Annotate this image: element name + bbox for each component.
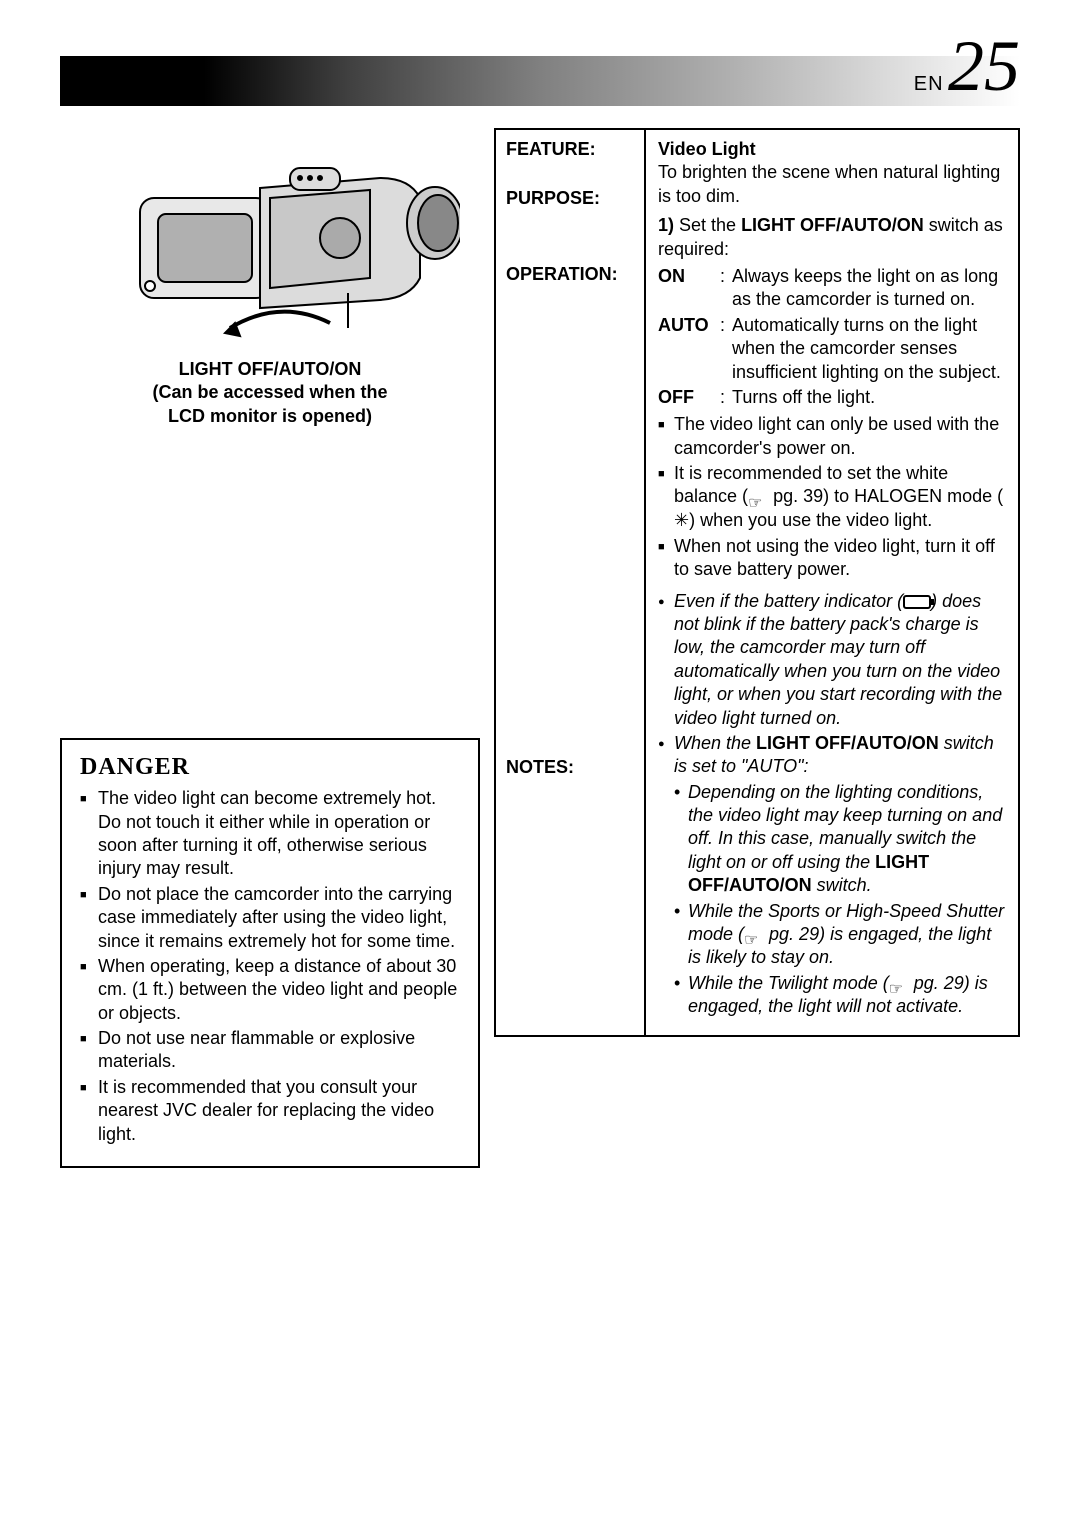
note-subitem: While the Sports or High-Speed Shutter m…: [674, 900, 1006, 970]
switch-auto-key: AUTO: [658, 314, 720, 384]
caption-line1: LIGHT OFF/AUTO/ON: [60, 358, 480, 381]
label-column: FEATURE: PURPOSE: OPERATION: NOTES:: [496, 130, 646, 1035]
page-num: 25: [948, 26, 1020, 106]
switch-on-val: Always keeps the light on as long as the…: [732, 265, 1006, 312]
op-bullet: It is recommended to set the white balan…: [658, 462, 1006, 533]
label-notes: NOTES:: [506, 756, 634, 779]
battery-icon: [903, 595, 931, 609]
reference-icon: [889, 977, 909, 991]
notes-sublist: Depending on the lighting conditions, th…: [674, 781, 1006, 1019]
page-number: EN 25: [914, 30, 1020, 102]
note-subitem: Depending on the lighting conditions, th…: [674, 781, 1006, 898]
operation-bullets: The video light can only be used with th…: [658, 413, 1006, 581]
operation-step: 1) Set the LIGHT OFF/AUTO/ON switch as r…: [658, 214, 1006, 261]
danger-item: Do not use near flammable or explosive m…: [80, 1027, 460, 1074]
danger-item: It is recommended that you consult your …: [80, 1076, 460, 1146]
label-operation: OPERATION:: [506, 263, 634, 286]
right-column: FEATURE: PURPOSE: OPERATION: NOTES: Vide…: [494, 128, 1020, 1037]
op-bullet: The video light can only be used with th…: [658, 413, 1006, 460]
illustration-caption: LIGHT OFF/AUTO/ON (Can be accessed when …: [60, 358, 480, 428]
purpose-value: To brighten the scene when natural light…: [658, 161, 1006, 208]
switch-table: ON : Always keeps the light on as long a…: [658, 265, 1006, 409]
caption-line3: LCD monitor is opened): [60, 405, 480, 428]
note-item: When the LIGHT OFF/AUTO/ON switch is set…: [658, 732, 1006, 1019]
danger-item: Do not place the camcorder into the carr…: [80, 883, 460, 953]
danger-item: When operating, keep a distance of about…: [80, 955, 460, 1025]
danger-title: DANGER: [80, 754, 460, 781]
label-purpose: PURPOSE:: [506, 187, 634, 210]
page-lang: EN: [914, 73, 944, 95]
danger-item: The video light can become extremely hot…: [80, 787, 460, 881]
header-gradient-bar: [60, 56, 1020, 106]
switch-auto-val: Automatically turns on the light when th…: [732, 314, 1006, 384]
feature-value: Video Light: [658, 138, 1006, 161]
danger-list: The video light can become extremely hot…: [80, 787, 460, 1146]
label-feature: FEATURE:: [506, 138, 634, 161]
reference-icon: [748, 491, 768, 505]
switch-on-key: ON: [658, 265, 720, 312]
camcorder-illustration: [80, 128, 460, 348]
note-subitem: While the Twilight mode ( pg. 29) is eng…: [674, 972, 1006, 1019]
switch-off-key: OFF: [658, 386, 720, 409]
op-bullet: When not using the video light, turn it …: [658, 535, 1006, 582]
danger-box: DANGER The video light can become extrem…: [60, 738, 480, 1168]
notes-list: Even if the battery indicator () does no…: [658, 590, 1006, 1019]
content-column: Video Light To brighten the scene when n…: [646, 130, 1018, 1035]
caption-line2: (Can be accessed when the: [60, 381, 480, 404]
left-column: LIGHT OFF/AUTO/ON (Can be accessed when …: [60, 128, 480, 1168]
reference-icon: [744, 928, 764, 942]
note-item: Even if the battery indicator () does no…: [658, 590, 1006, 730]
halogen-icon: ✳: [674, 509, 689, 532]
switch-off-val: Turns off the light.: [732, 386, 1006, 409]
